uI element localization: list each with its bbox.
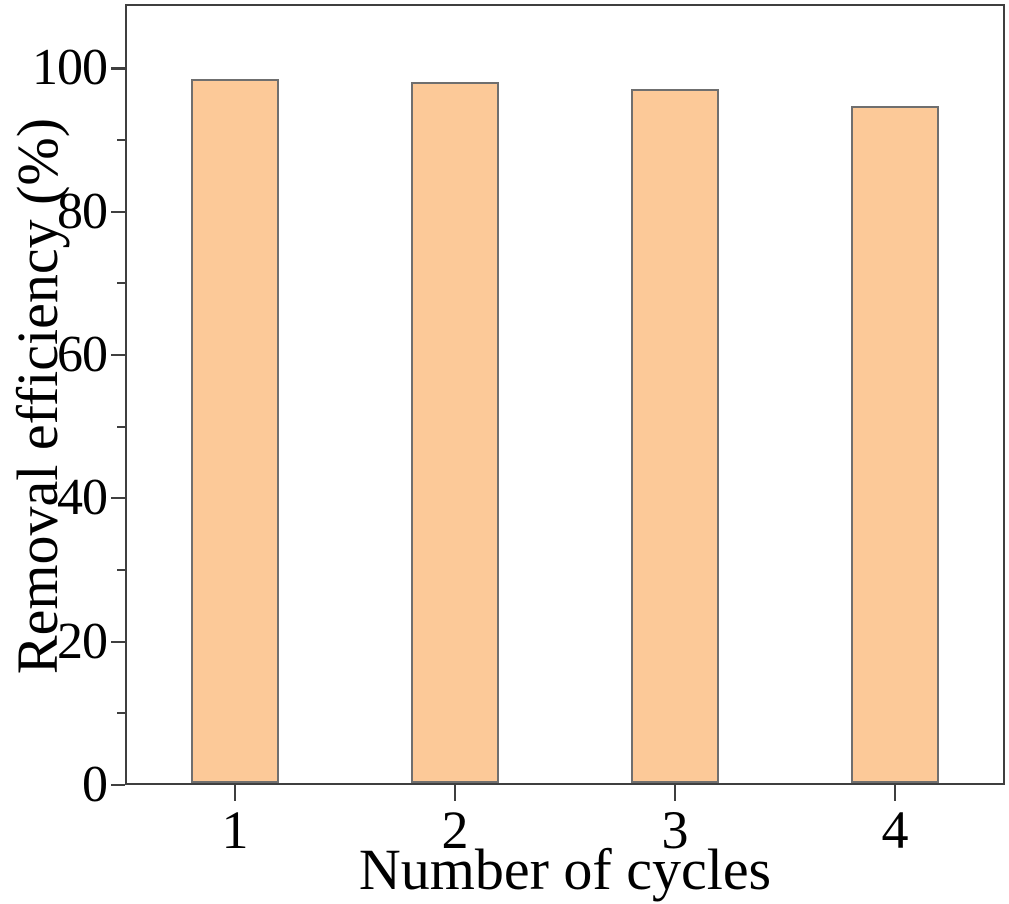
bar-cycle-2: [410, 82, 499, 783]
bar-cycle-1: [190, 79, 279, 783]
y-tick-40: [111, 497, 125, 500]
x-tick-3: [674, 785, 677, 801]
y-tick-label-100: 100: [32, 39, 108, 97]
x-tick-label-4: 4: [881, 800, 909, 860]
y-tick-100: [111, 67, 125, 70]
plot-area: [125, 4, 1005, 785]
x-tick-label-3: 3: [661, 800, 689, 860]
bar-cycle-3: [630, 89, 719, 783]
x-tick-2: [454, 785, 457, 801]
y-minor-tick-10: [117, 712, 125, 715]
x-tick-4: [894, 785, 897, 801]
bar-cycle-4: [850, 105, 939, 783]
y-minor-tick-70: [117, 282, 125, 285]
y-minor-tick-30: [117, 569, 125, 572]
x-tick-1: [234, 785, 237, 801]
y-tick-80: [111, 210, 125, 213]
y-tick-label-80: 80: [57, 182, 108, 240]
y-tick-label-20: 20: [57, 612, 108, 670]
y-tick-label-40: 40: [57, 469, 108, 527]
y-tick-label-0: 0: [82, 756, 108, 813]
x-tick-label-1: 1: [221, 800, 249, 860]
y-tick-60: [111, 353, 125, 357]
y-axis-title: Removal efficiency (%): [5, 117, 70, 675]
y-tick-label-60: 60: [57, 326, 108, 384]
y-tick-0: [111, 783, 125, 787]
y-tick-20: [111, 640, 125, 643]
x-tick-label-2: 2: [441, 800, 469, 860]
y-minor-tick-50: [117, 425, 125, 428]
x-axis-title: Number of cycles: [358, 837, 772, 902]
y-minor-tick-90: [117, 139, 125, 142]
